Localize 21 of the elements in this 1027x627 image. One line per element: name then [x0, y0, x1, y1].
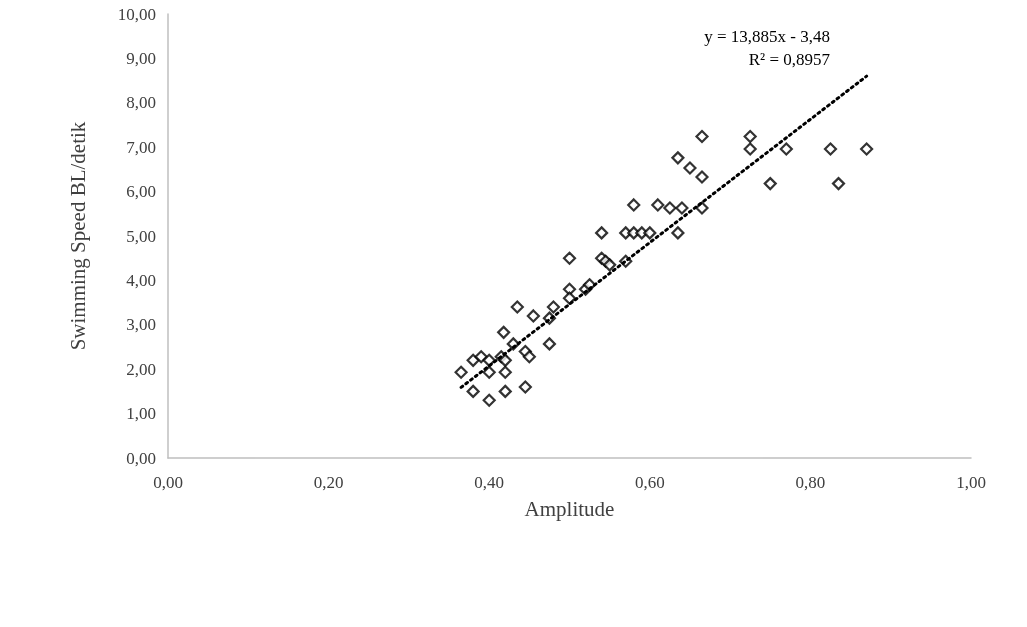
x-tick-label: 0,60 — [634, 473, 665, 492]
x-tick-label: 1,00 — [956, 473, 986, 492]
x-tick-label: 0,00 — [153, 473, 183, 492]
y-tick-label: 1,00 — [126, 404, 156, 424]
y-tick-label: 4,00 — [126, 270, 156, 290]
y-tick-label: 0,00 — [126, 448, 156, 468]
y-tick-label: 9,00 — [126, 48, 156, 68]
annotation: R² = 0,8957 — [748, 50, 831, 69]
y-tick-label: 10,00 — [117, 4, 156, 24]
y-tick-label: 2,00 — [126, 359, 156, 379]
y-tick-label: 5,00 — [126, 226, 156, 246]
y-tick-label: 8,00 — [126, 93, 156, 113]
y-tick-label: 7,00 — [126, 137, 156, 157]
x-tick-label: 0,40 — [474, 473, 505, 492]
y-tick-label: 6,00 — [126, 182, 156, 202]
x-axis-title: Amplitude — [524, 496, 615, 521]
annotation: y = 13,885x - 3,48 — [704, 27, 830, 46]
x-tick-label: 0,80 — [795, 473, 826, 492]
x-tick-label: 0,20 — [313, 473, 344, 492]
y-axis-title: Swimming Speed BL/detik — [65, 121, 90, 351]
y-tick-label: 3,00 — [126, 315, 156, 335]
